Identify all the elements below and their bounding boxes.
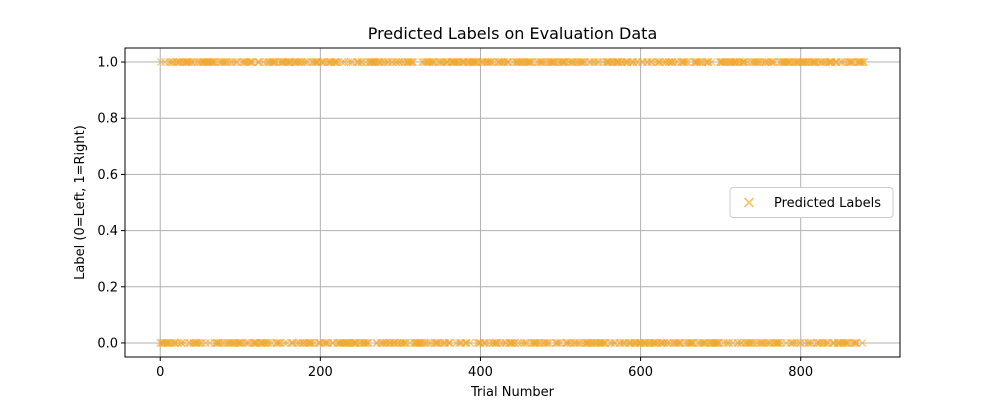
data-point [487, 57, 496, 67]
data-point [241, 338, 250, 348]
x-tick-label: 800 [788, 365, 813, 380]
legend-label: Predicted Labels [774, 196, 881, 211]
data-point [704, 57, 713, 67]
data-point [462, 338, 471, 348]
data-point [804, 338, 813, 348]
data-point [445, 338, 455, 348]
x-axis: 0 200 400 600 800 [156, 357, 813, 380]
y-tick-label: 0.6 [97, 168, 118, 183]
y-tick-label: 1.0 [97, 56, 118, 71]
data-point [707, 57, 716, 67]
data-point [364, 338, 373, 348]
data-point [545, 338, 554, 348]
plot-frame [124, 47, 901, 358]
data-point [701, 57, 710, 67]
data-point [680, 57, 689, 67]
data-point [806, 338, 815, 348]
data-point [821, 338, 830, 348]
data-point [578, 57, 587, 67]
data-point [859, 57, 869, 67]
data-point [177, 338, 186, 348]
data-point [473, 338, 482, 348]
data-point [346, 57, 355, 67]
data-point [301, 57, 311, 67]
data-point [694, 57, 704, 67]
x-axis-label: Trial Number [470, 385, 555, 400]
legend-marker [743, 197, 755, 208]
data-point [563, 338, 572, 348]
data-point [280, 338, 289, 348]
data-point [300, 57, 309, 67]
y-axis: 0.0 0.2 0.4 0.6 0.8 1.0 [97, 56, 125, 351]
data-point [775, 338, 784, 348]
data-point [361, 338, 370, 348]
data-point [519, 338, 528, 348]
data-point [620, 57, 629, 67]
data-point [572, 338, 581, 348]
points-layer [156, 57, 869, 348]
data-point [498, 338, 507, 348]
data-point [481, 338, 491, 348]
data-point [670, 57, 680, 67]
data-point [857, 57, 866, 67]
data-point [683, 57, 692, 67]
data-point [543, 338, 552, 348]
data-point [381, 57, 390, 67]
data-point [521, 338, 530, 348]
data-point [465, 338, 475, 348]
data-point [554, 338, 564, 348]
data-point [229, 57, 238, 67]
data-point [598, 338, 607, 348]
data-point [553, 338, 562, 348]
data-point [734, 338, 743, 348]
data-point [607, 338, 616, 348]
x-tick-label: 400 [468, 365, 493, 380]
data-point [307, 338, 316, 348]
legend-box [729, 187, 894, 218]
data-point [858, 338, 867, 348]
y-tick-label: 0.0 [97, 336, 118, 351]
y-tick-label: 0.8 [97, 112, 118, 127]
chart-title: Predicted Labels on Evaluation Data [368, 24, 658, 43]
data-point [194, 338, 203, 348]
data-point [526, 57, 536, 67]
data-point [746, 338, 755, 348]
data-point [454, 338, 463, 348]
x-tick-label: 0 [156, 365, 164, 380]
data-point [354, 57, 363, 67]
x-tick-label: 200 [308, 365, 333, 380]
data-point [337, 57, 347, 67]
data-point [510, 338, 519, 348]
data-point [532, 338, 541, 348]
data-point [740, 57, 749, 67]
x-tick-label: 600 [628, 365, 653, 380]
legend: Predicted Labels [729, 187, 894, 218]
data-point [768, 57, 777, 67]
y-axis-label: Label (0=Left, 1=Right) [73, 125, 88, 280]
data-point [399, 338, 408, 348]
y-tick-label: 0.2 [97, 280, 118, 295]
legend-x-marker [743, 197, 755, 208]
data-point [265, 338, 274, 348]
data-point [682, 57, 691, 67]
data-point [273, 338, 283, 348]
y-tick-label: 0.4 [97, 224, 118, 239]
data-point [722, 338, 731, 348]
data-point [725, 338, 734, 348]
data-point [409, 57, 418, 67]
